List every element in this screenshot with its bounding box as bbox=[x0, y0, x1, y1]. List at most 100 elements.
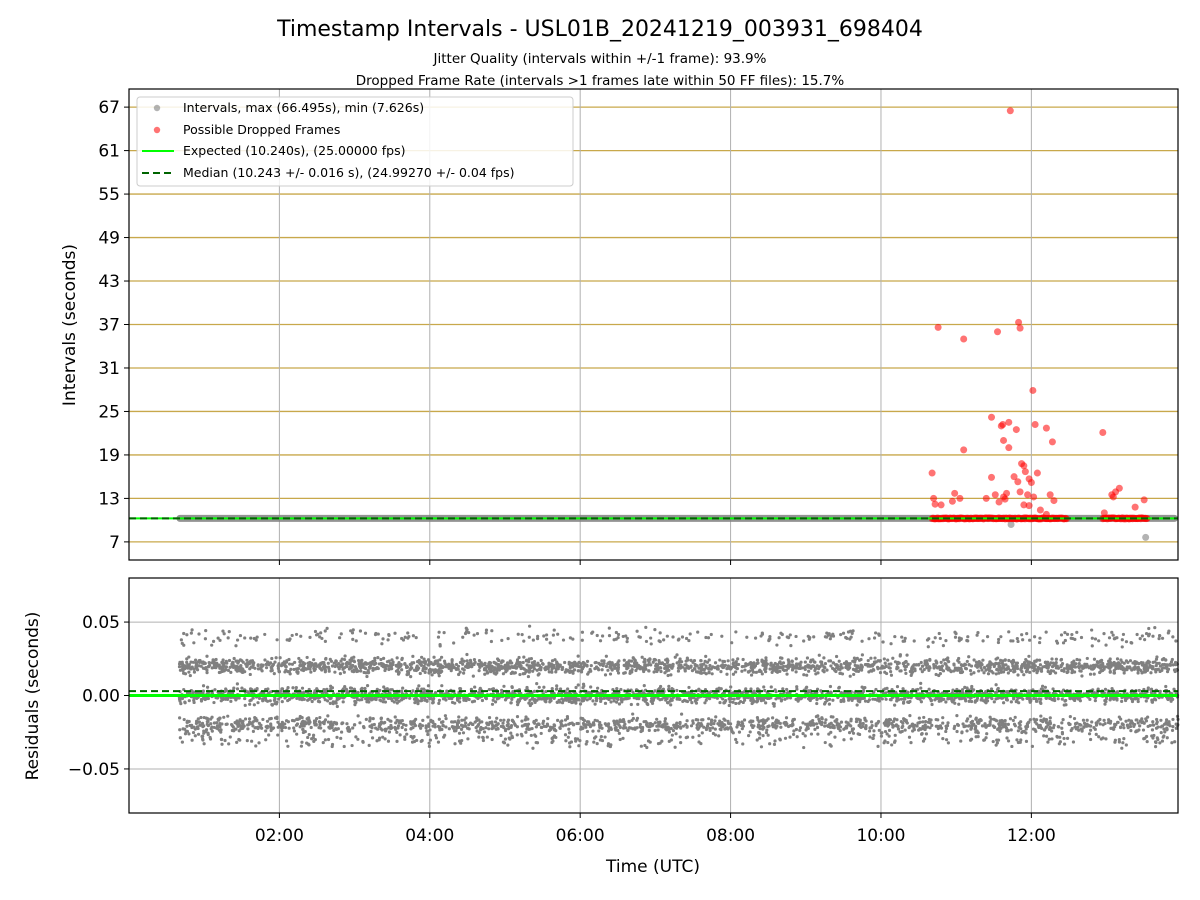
residual-point bbox=[1054, 657, 1058, 661]
residual-point bbox=[516, 632, 520, 636]
residual-point bbox=[736, 657, 740, 661]
residual-point bbox=[625, 661, 629, 665]
residual-point bbox=[348, 658, 352, 662]
residual-point bbox=[1028, 638, 1032, 642]
residual-point bbox=[379, 657, 383, 662]
residual-point bbox=[859, 657, 863, 662]
dropped-frame-point bbox=[1036, 506, 1044, 514]
residual-point bbox=[264, 698, 268, 702]
residual-point bbox=[861, 686, 866, 690]
residual-point bbox=[745, 635, 749, 639]
residual-point bbox=[527, 670, 531, 674]
residual-point bbox=[959, 637, 963, 641]
residual-point bbox=[612, 638, 616, 642]
residual-point bbox=[1101, 663, 1105, 667]
residual-point bbox=[555, 684, 559, 688]
residual-point bbox=[272, 672, 276, 676]
residual-point bbox=[941, 644, 946, 648]
residual-point bbox=[686, 658, 690, 662]
residual-point bbox=[808, 698, 812, 702]
residual-point bbox=[463, 631, 468, 636]
residual-point bbox=[376, 666, 380, 671]
residual-point bbox=[621, 634, 625, 639]
residual-point bbox=[614, 696, 618, 700]
residual-point bbox=[644, 639, 649, 644]
residual-point bbox=[839, 632, 843, 637]
residual-point bbox=[270, 703, 274, 707]
residual-point bbox=[946, 721, 950, 725]
residual-point bbox=[475, 632, 480, 636]
residual-point bbox=[361, 665, 365, 669]
residual-point bbox=[631, 690, 635, 694]
residual-point bbox=[853, 660, 857, 664]
residual-point bbox=[1103, 699, 1107, 703]
residual-point bbox=[1166, 667, 1171, 671]
residual-point bbox=[576, 697, 580, 701]
residual-point bbox=[1056, 697, 1060, 701]
residual-point bbox=[671, 635, 675, 639]
residual-point bbox=[1085, 656, 1089, 661]
residual-point bbox=[185, 657, 189, 661]
residual-point bbox=[462, 659, 466, 663]
residual-point bbox=[540, 697, 544, 701]
residual-point bbox=[290, 633, 294, 638]
residual-point bbox=[294, 632, 299, 637]
residual-point bbox=[1007, 630, 1011, 634]
residual-point bbox=[664, 666, 668, 670]
residual-point bbox=[967, 663, 971, 667]
residual-point bbox=[919, 686, 923, 690]
residual-point bbox=[1169, 660, 1174, 664]
residual-point bbox=[919, 660, 923, 665]
residual-point bbox=[510, 661, 514, 665]
residual-point bbox=[323, 629, 327, 633]
residual-point bbox=[810, 664, 814, 668]
residual-point bbox=[385, 687, 389, 691]
residual-point bbox=[281, 661, 285, 666]
residual-point bbox=[904, 660, 908, 664]
residual-point bbox=[687, 638, 691, 643]
residual-point bbox=[248, 659, 253, 664]
residual-point bbox=[397, 665, 401, 670]
residual-point bbox=[520, 633, 524, 637]
residual-point bbox=[942, 658, 946, 662]
residual-point bbox=[680, 660, 684, 664]
residual-point bbox=[447, 727, 451, 731]
residual-point bbox=[719, 670, 723, 674]
residual-point bbox=[673, 655, 677, 659]
residual-point bbox=[308, 660, 312, 665]
residual-point bbox=[972, 658, 976, 662]
residual-point bbox=[752, 689, 756, 693]
residual-point bbox=[495, 697, 499, 701]
residual-point bbox=[499, 718, 503, 722]
residual-point bbox=[438, 658, 442, 662]
residual-point bbox=[535, 637, 540, 641]
residual-point bbox=[273, 660, 277, 664]
residual-point bbox=[553, 658, 557, 662]
residual-point bbox=[425, 698, 429, 702]
residual-point bbox=[707, 667, 711, 671]
residual-point bbox=[469, 660, 473, 664]
residual-point bbox=[893, 634, 897, 639]
residual-point bbox=[1027, 654, 1031, 658]
residual-point bbox=[736, 696, 741, 700]
residual-point bbox=[677, 664, 681, 668]
residual-point bbox=[389, 667, 393, 671]
residual-point bbox=[755, 696, 759, 700]
residual-point bbox=[749, 687, 753, 691]
residual-point bbox=[989, 687, 994, 691]
residual-point bbox=[545, 633, 549, 637]
residual-point bbox=[177, 665, 182, 669]
residuals-panel: −0.050.000.05 02:00 04:00 06:00 08:00 10:00 1… bbox=[23, 577, 1180, 877]
residual-point bbox=[1145, 661, 1149, 665]
residual-point bbox=[740, 665, 744, 669]
residual-point bbox=[291, 686, 295, 690]
residual-point bbox=[1038, 636, 1042, 640]
residual-point bbox=[945, 666, 949, 671]
residual-point bbox=[1101, 668, 1105, 673]
residual-point bbox=[510, 685, 514, 690]
residual-point bbox=[848, 674, 852, 678]
residual-point bbox=[1113, 662, 1117, 666]
residual-point bbox=[607, 634, 612, 638]
residual-point bbox=[628, 669, 632, 673]
residual-point bbox=[912, 639, 916, 643]
